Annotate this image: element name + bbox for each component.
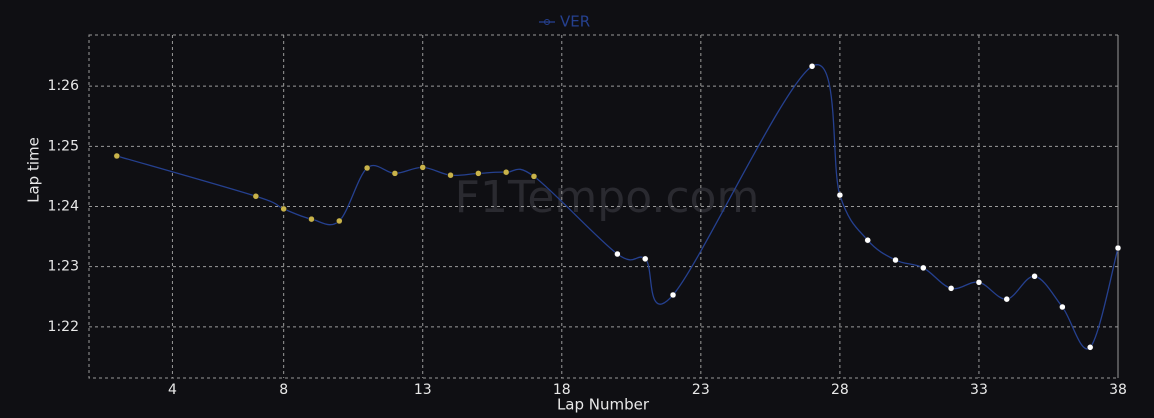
point xyxy=(447,171,454,179)
x-tick-label: 4 xyxy=(168,382,177,398)
point xyxy=(475,170,482,177)
point xyxy=(808,63,816,70)
point xyxy=(1114,244,1122,252)
point xyxy=(113,152,121,160)
y-tick-label: 1:26 xyxy=(48,78,80,94)
point xyxy=(1059,303,1066,311)
point xyxy=(391,170,399,177)
point xyxy=(920,264,927,272)
point xyxy=(1086,344,1094,351)
y-axis-label: Lap time xyxy=(25,137,43,203)
x-tick-label: 13 xyxy=(414,382,432,398)
point xyxy=(975,279,983,286)
point xyxy=(502,168,510,176)
x-tick-label: 23 xyxy=(692,382,710,398)
point xyxy=(947,285,955,292)
x-tick-label: 8 xyxy=(279,382,288,398)
y-tick-label: 1:22 xyxy=(48,319,79,335)
point xyxy=(836,191,844,199)
x-tick-label: 33 xyxy=(970,382,988,398)
point xyxy=(252,193,260,200)
point xyxy=(864,236,871,244)
point xyxy=(308,215,315,223)
point xyxy=(892,256,899,264)
x-tick-label: 38 xyxy=(1109,382,1127,398)
point xyxy=(1031,273,1038,280)
point xyxy=(614,250,621,258)
point xyxy=(1003,295,1011,303)
point xyxy=(669,291,677,299)
series-line xyxy=(116,64,1119,350)
x-tick-label: 28 xyxy=(831,382,849,398)
point xyxy=(530,173,538,180)
point xyxy=(363,164,371,172)
legend-marker xyxy=(544,19,550,25)
watermark: F1Tempo.com xyxy=(455,172,760,223)
point xyxy=(336,217,343,225)
legend-label: VER xyxy=(560,13,590,31)
x-tick-label: 18 xyxy=(553,382,571,398)
point xyxy=(280,205,287,213)
point xyxy=(419,164,426,171)
x-axis-label: Lap Number xyxy=(557,396,650,414)
y-tick-label: 1:24 xyxy=(48,199,80,215)
y-tick-label: 1:25 xyxy=(48,138,79,154)
point xyxy=(641,255,649,263)
y-tick-label: 1:23 xyxy=(48,259,79,275)
